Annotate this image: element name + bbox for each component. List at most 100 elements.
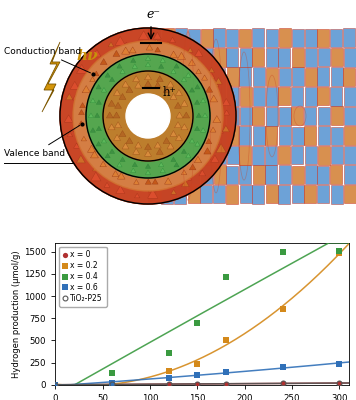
x = 0.2: [281, 307, 285, 312]
Circle shape: [88, 56, 208, 176]
Bar: [266, 48, 278, 67]
Bar: [344, 68, 355, 86]
Bar: [148, 126, 160, 145]
Bar: [187, 146, 199, 164]
x = 0.2: [110, 380, 114, 385]
Bar: [227, 146, 239, 164]
Bar: [331, 68, 343, 86]
Bar: [330, 29, 342, 47]
Bar: [187, 68, 199, 86]
Bar: [162, 166, 174, 184]
Bar: [240, 146, 251, 164]
Bar: [201, 48, 213, 66]
Bar: [292, 126, 304, 145]
Bar: [318, 67, 329, 86]
Bar: [304, 185, 316, 203]
Bar: [187, 87, 199, 106]
Bar: [162, 28, 174, 47]
TiO₂-P25: [337, 381, 341, 386]
Bar: [162, 126, 173, 145]
x = 0.4: [337, 248, 341, 253]
x = 0: [167, 382, 171, 386]
Bar: [175, 28, 187, 47]
Bar: [252, 165, 265, 184]
Bar: [278, 87, 290, 106]
Bar: [148, 28, 161, 47]
Bar: [266, 29, 278, 47]
x = 0.4: [281, 249, 285, 254]
Bar: [201, 165, 213, 184]
Bar: [200, 126, 213, 145]
Text: hν: hν: [76, 49, 98, 63]
Circle shape: [88, 56, 208, 176]
Line: x = 0.4: x = 0.4: [53, 248, 342, 388]
Bar: [305, 146, 316, 164]
Bar: [161, 107, 173, 125]
Bar: [266, 185, 278, 204]
Bar: [148, 146, 160, 164]
TiO₂-P25: [110, 382, 114, 387]
Bar: [305, 165, 316, 184]
Bar: [265, 165, 277, 184]
Bar: [279, 28, 290, 47]
Bar: [240, 107, 252, 125]
Bar: [318, 107, 330, 125]
TiO₂-P25: [167, 382, 171, 386]
x = 0: [195, 382, 199, 386]
Bar: [226, 48, 239, 67]
Polygon shape: [42, 42, 60, 112]
Bar: [278, 146, 290, 164]
Bar: [174, 146, 186, 164]
x = 0.2: [224, 337, 228, 342]
Bar: [304, 28, 316, 47]
Circle shape: [60, 28, 236, 204]
Bar: [331, 146, 343, 164]
Bar: [214, 126, 225, 145]
Bar: [344, 48, 356, 67]
TiO₂-P25: [195, 382, 199, 386]
Bar: [174, 166, 187, 184]
Bar: [266, 87, 278, 106]
Bar: [330, 126, 342, 145]
Bar: [292, 48, 304, 67]
x = 0.6: [337, 361, 341, 366]
Bar: [162, 88, 174, 106]
Bar: [344, 106, 356, 125]
x = 0.6: [110, 381, 114, 386]
Bar: [227, 87, 239, 106]
x = 0.4: [110, 371, 114, 376]
Text: h⁺: h⁺: [163, 86, 177, 100]
Line: x = 0: x = 0: [53, 380, 342, 388]
x = 0.6: [53, 382, 57, 387]
Bar: [278, 48, 290, 67]
Bar: [149, 68, 161, 86]
Bar: [188, 185, 200, 203]
Bar: [214, 48, 226, 67]
Bar: [279, 126, 291, 145]
Bar: [161, 48, 173, 66]
Circle shape: [60, 28, 236, 204]
Bar: [318, 146, 330, 164]
Bar: [252, 48, 265, 66]
Bar: [279, 165, 291, 184]
Bar: [240, 87, 251, 106]
Bar: [174, 185, 187, 204]
Bar: [318, 126, 330, 144]
Bar: [187, 48, 199, 66]
Bar: [317, 185, 329, 203]
Bar: [318, 48, 330, 66]
Bar: [227, 67, 239, 86]
x = 0.6: [195, 373, 199, 378]
x = 0: [53, 382, 57, 387]
Bar: [148, 87, 160, 106]
Bar: [174, 87, 187, 106]
Bar: [240, 48, 252, 67]
Line: TiO₂-P25: TiO₂-P25: [53, 380, 342, 387]
Bar: [331, 185, 343, 204]
Bar: [214, 165, 226, 184]
Bar: [226, 28, 238, 47]
TiO₂-P25: [224, 381, 228, 386]
Bar: [226, 166, 239, 184]
Bar: [292, 185, 304, 203]
Bar: [305, 68, 317, 86]
